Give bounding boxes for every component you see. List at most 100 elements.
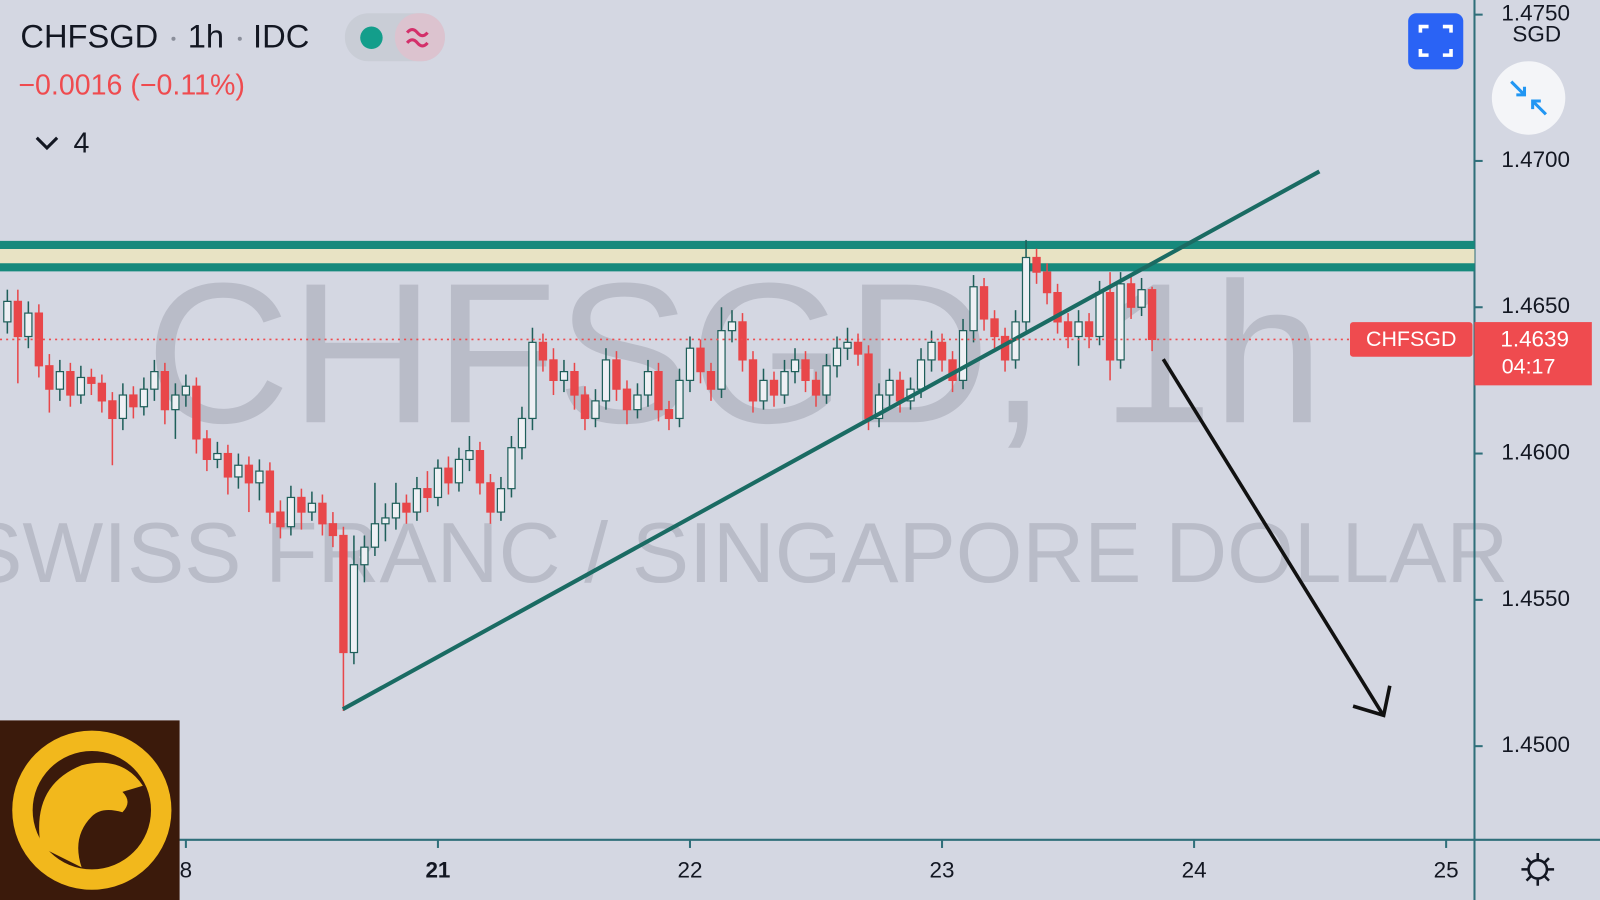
y-tick-label: 1.4650 (1501, 293, 1570, 318)
candle-body (832, 347, 842, 367)
candle-body (612, 359, 621, 390)
candle-body (559, 371, 569, 382)
candle-body (958, 330, 968, 382)
interval: 1h (188, 17, 224, 54)
settings-gear[interactable] (1521, 853, 1555, 886)
y-tick-label: 1.4700 (1501, 147, 1570, 172)
symbol: CHFSGD (20, 17, 158, 54)
delay-icon (405, 28, 429, 48)
candle-body (465, 450, 474, 461)
fullscreen-button[interactable] (1408, 13, 1464, 70)
arrow-shaft (1161, 358, 1385, 716)
separator (237, 36, 242, 41)
candle-body (13, 300, 23, 338)
countdown: 04:17 (1502, 355, 1556, 379)
logo-eagle (39, 762, 143, 868)
trend-line (341, 169, 1321, 711)
candle-body (643, 371, 653, 396)
last-price: CHFSGD 1.4639 04:17 (0, 322, 1592, 386)
symbol-tag-bg (1350, 322, 1473, 357)
candle-body (496, 488, 506, 513)
candle-body (1116, 283, 1125, 361)
candle-body (55, 371, 65, 390)
candle-body (3, 300, 12, 323)
candle-body (150, 371, 159, 390)
arrow (1161, 358, 1392, 718)
candle-body (1095, 291, 1104, 338)
logo (0, 720, 180, 900)
candle-body (696, 347, 705, 373)
candle-body (654, 371, 663, 411)
price-tag-bg (1474, 322, 1592, 386)
candle-body (360, 546, 369, 566)
candle-body (213, 452, 222, 461)
indicator-count: 4 (73, 127, 89, 159)
candle-body (853, 341, 863, 355)
candle-body (1021, 256, 1031, 323)
candle-body (181, 385, 191, 396)
gear-teeth (1521, 853, 1555, 886)
candle-body (706, 371, 716, 390)
separator (171, 36, 176, 41)
candle-body (885, 379, 894, 396)
candle-body (717, 330, 726, 390)
candle-body (402, 502, 411, 513)
candle-body (675, 379, 684, 420)
price-change: −0.0016 (−0.11%) (18, 69, 245, 101)
candle-body (24, 312, 33, 338)
candle-body (769, 379, 779, 396)
y-tick-label: 1.4500 (1501, 732, 1570, 757)
candle-body (1105, 291, 1115, 361)
currency: SGD (1512, 22, 1561, 47)
candle-body (223, 452, 233, 478)
candle-body (790, 359, 800, 373)
candle-body (937, 341, 947, 361)
candle-body (297, 496, 306, 513)
candle-body (328, 523, 338, 537)
candle-body (171, 394, 180, 411)
candle-body (433, 467, 443, 499)
watermark-title: CHFSGD, 1h (146, 242, 1324, 465)
watermark-subtitle: SWISS FRANC / SINGAPORE DOLLAR (0, 505, 1508, 601)
candle-body (633, 394, 642, 411)
candle-body (276, 511, 285, 528)
source: IDC (253, 17, 309, 54)
candle-body (129, 394, 138, 408)
candle-body (538, 341, 548, 361)
candle-body (423, 488, 432, 499)
button-icon (1418, 24, 1453, 57)
arrow-head (1352, 685, 1392, 718)
candle-body (780, 371, 789, 396)
candle-body (265, 470, 275, 513)
status-pill[interactable] (344, 13, 445, 62)
candle-body (591, 400, 600, 420)
candle-body (685, 347, 695, 382)
x-tick-label: 8 (180, 857, 192, 882)
market-open-dot (360, 26, 383, 49)
candle-body (969, 286, 978, 332)
button-bg (1491, 61, 1566, 135)
candles (3, 239, 1157, 712)
candle-body (486, 482, 495, 513)
candle-body (76, 376, 86, 396)
candle-body (444, 467, 453, 484)
candle-body (517, 417, 527, 449)
button-icon (1510, 80, 1548, 116)
candle-body (391, 502, 401, 519)
gear-ring (1527, 858, 1549, 880)
candle-body (381, 517, 390, 525)
candle-body (1084, 321, 1094, 338)
y-tick-label: 1.4750 (1501, 1, 1570, 26)
scale-button[interactable] (1491, 61, 1566, 135)
candle-body (244, 464, 254, 484)
candle-body (1137, 289, 1146, 308)
candle-body (738, 321, 747, 361)
candle-body (339, 534, 348, 654)
collapse-chevron[interactable] (35, 136, 59, 151)
candle-body (1042, 271, 1052, 294)
candle-body (507, 447, 516, 490)
pill-right (394, 13, 445, 62)
x-tick-label: 22 (678, 857, 703, 882)
symbol-tag: CHFSGD (1366, 327, 1456, 351)
